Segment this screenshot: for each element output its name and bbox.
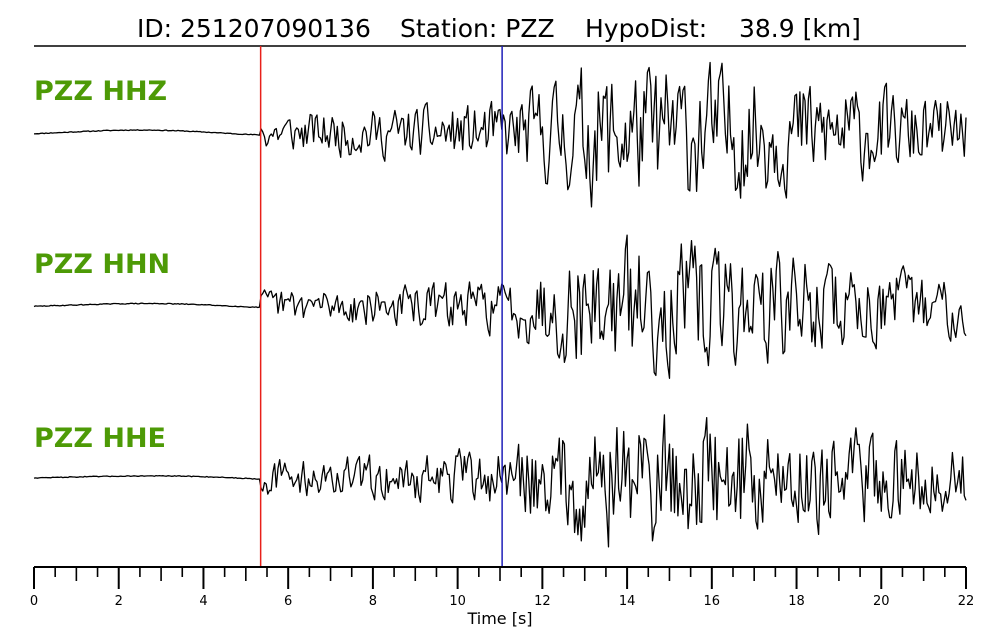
x-tick-label: 6 xyxy=(284,594,292,609)
channel-label: PZZ HHE xyxy=(34,423,166,454)
x-axis-ticks: 0 2 4 6 8 10 12 14 16 18 20 22 xyxy=(30,567,974,609)
x-axis: 0 2 4 6 8 10 12 14 16 18 20 22 Time [s] xyxy=(30,566,974,628)
phase-picks-layer xyxy=(259,46,503,567)
waveform-trace-pzz-hhn xyxy=(33,234,967,379)
x-tick-label: 0 xyxy=(30,594,38,609)
x-tick-label: 12 xyxy=(534,594,551,609)
x-tick-label: 16 xyxy=(704,594,721,609)
x-tick-label: 22 xyxy=(958,594,975,609)
event-id-label: ID: 251207090136 xyxy=(137,14,371,43)
hypodist-label: HypoDist: 38.9 [km] xyxy=(585,14,861,43)
x-tick-label: 2 xyxy=(115,594,123,609)
x-tick-label: 18 xyxy=(788,594,805,609)
waveform-trace-pzz-hhe xyxy=(33,414,967,548)
x-tick-label: 10 xyxy=(449,594,466,609)
channel-label: PZZ HHZ xyxy=(34,76,167,107)
title-row: ID: 251207090136 Station: PZZ HypoDist: … xyxy=(137,14,861,43)
x-tick-label: 4 xyxy=(199,594,207,609)
x-tick-label: 20 xyxy=(873,594,890,609)
channel-labels-layer: PZZ HHZ PZZ HHN PZZ HHE xyxy=(34,76,170,454)
waveform-trace-pzz-hhz xyxy=(33,61,967,208)
station-label: Station: PZZ xyxy=(400,14,555,43)
channel-label: PZZ HHN xyxy=(34,249,170,280)
x-tick-label: 8 xyxy=(369,594,377,609)
traces-layer xyxy=(33,61,967,548)
x-tick-label: 14 xyxy=(619,594,636,609)
x-axis-title: Time [s] xyxy=(466,609,532,628)
